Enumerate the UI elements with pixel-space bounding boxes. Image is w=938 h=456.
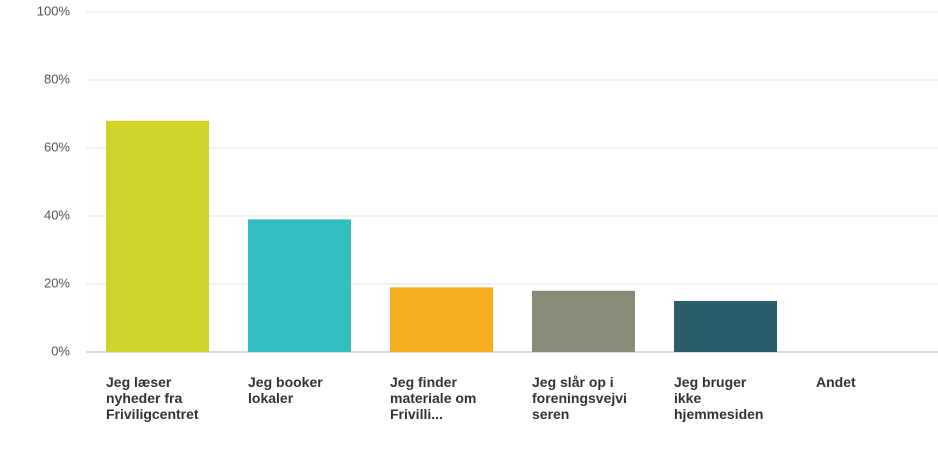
x-tick-label: Jeg booker lokaler xyxy=(248,374,323,406)
x-tick-label: Jeg bruger ikke hjemmesiden xyxy=(674,374,764,422)
y-tick-label: 0% xyxy=(51,343,70,358)
y-tick-label: 80% xyxy=(44,71,70,86)
x-tick-label: Jeg læser nyheder fra Friviligcentret xyxy=(106,374,199,422)
y-tick-label: 40% xyxy=(44,207,70,222)
bar xyxy=(532,290,635,352)
x-tick-label: Jeg slår op i foreningsvejviseren xyxy=(532,374,627,422)
y-tick-label: 100% xyxy=(37,3,71,18)
bar xyxy=(674,301,777,352)
x-tick-label: Andet xyxy=(816,374,856,390)
bar xyxy=(106,120,209,352)
x-tick-label: Jeg finder materiale om Frivilli... xyxy=(390,374,477,422)
bar xyxy=(390,287,493,352)
bar xyxy=(248,219,351,352)
y-tick-label: 60% xyxy=(44,139,70,154)
y-tick-label: 20% xyxy=(44,275,70,290)
